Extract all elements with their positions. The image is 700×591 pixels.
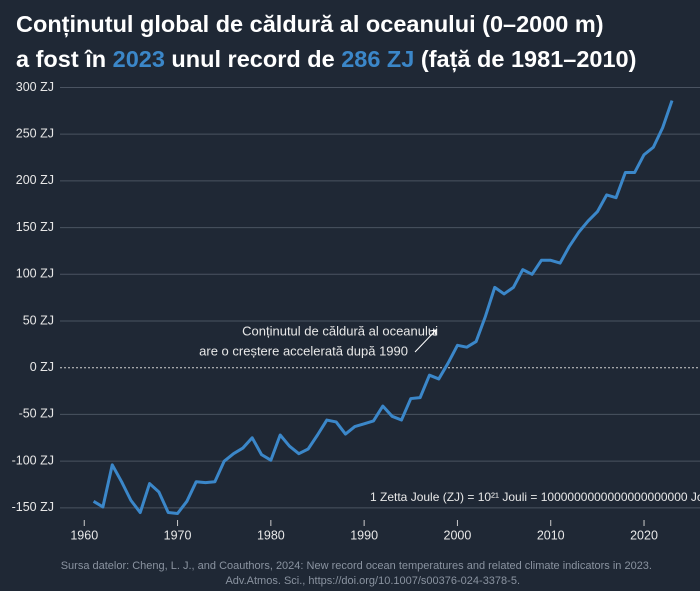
annotation: Conținutul de căldură al oceanului	[242, 323, 438, 338]
y-tick-label: -100 ZJ	[12, 453, 54, 467]
title-part: unul record de	[165, 46, 341, 72]
data-line	[92, 100, 674, 515]
title-highlight: 2023	[113, 46, 165, 72]
y-tick-label: 200 ZJ	[16, 173, 54, 187]
x-tick-label: 1960	[70, 528, 98, 542]
y-tick-label: -150 ZJ	[12, 500, 54, 514]
y-tick-label: 50 ZJ	[23, 313, 54, 327]
title-part: a fost în	[16, 46, 113, 72]
x-tick-label: 1990	[350, 528, 378, 542]
y-tick-label: 300 ZJ	[16, 80, 54, 94]
annotation: are o creștere accelerată după 1990	[199, 343, 408, 358]
title-highlight: 286 ZJ	[341, 46, 414, 72]
x-tick-label: 1970	[164, 528, 192, 542]
source: Sursa datelor: Cheng, L. J., and Coautho…	[61, 560, 652, 572]
y-tick-label: 100 ZJ	[16, 267, 54, 281]
x-tick-label: 2010	[537, 528, 565, 542]
source: Adv.Atmos. Sci., https://doi.org/10.1007…	[225, 575, 520, 587]
title-line1: Conținutul global de căldură al oceanulu…	[16, 11, 604, 38]
x-tick-label: 2020	[630, 528, 658, 542]
x-tick-label: 1980	[257, 528, 285, 542]
y-tick-label: -50 ZJ	[19, 407, 54, 421]
note: 1 Zetta Joule (ZJ) = 10²¹ Jouli = 100000…	[370, 490, 700, 504]
title-part: (față de 1981–2010)	[414, 46, 636, 73]
annotation-arrowhead	[429, 329, 437, 337]
y-tick-label: 150 ZJ	[16, 220, 54, 234]
y-tick-label: 0 ZJ	[30, 360, 54, 374]
y-tick-label: 250 ZJ	[16, 126, 54, 140]
x-tick-label: 2000	[444, 528, 472, 542]
annotation-arrow	[414, 329, 437, 353]
title-line2: a fost în 2023 unul record de 286 ZJ (fa…	[16, 46, 636, 73]
